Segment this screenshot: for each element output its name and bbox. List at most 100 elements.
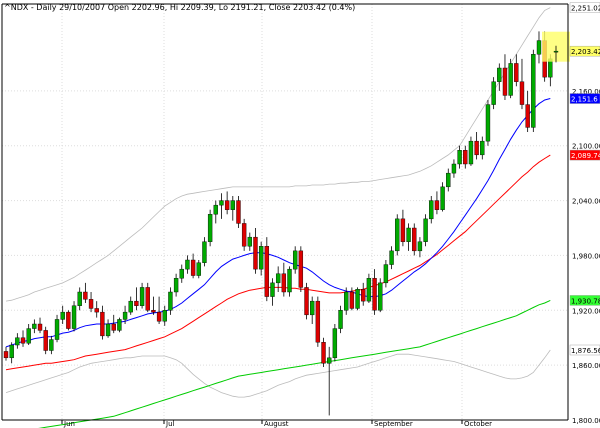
candle-body — [372, 278, 377, 311]
candle — [219, 193, 224, 219]
candle-body — [224, 200, 230, 210]
candle-body — [207, 214, 213, 242]
candle — [117, 317, 122, 333]
candle-body — [349, 291, 355, 309]
candle-body — [162, 310, 167, 322]
candle — [349, 287, 355, 311]
candle — [49, 335, 54, 355]
candle-body — [292, 250, 298, 270]
candle — [83, 282, 88, 303]
ma-slow-line — [38, 299, 551, 428]
candle-body — [270, 282, 275, 297]
candle — [292, 246, 298, 274]
candle — [270, 278, 275, 306]
candle-body — [423, 218, 428, 242]
candle-body — [457, 150, 462, 165]
candle — [298, 246, 304, 292]
candle — [434, 191, 440, 215]
candle — [287, 266, 292, 297]
candle — [491, 77, 496, 110]
candle-body — [247, 236, 252, 247]
candle-body — [525, 104, 530, 128]
candle — [77, 287, 82, 311]
candle — [412, 223, 417, 256]
candle-body — [355, 289, 360, 309]
y-tick-label: 1,980.00 — [572, 252, 600, 260]
candle — [66, 310, 71, 331]
candle — [253, 228, 258, 274]
price-badge-box — [569, 149, 600, 161]
price-badge: 1,930.78 — [569, 295, 600, 306]
candle — [213, 200, 218, 224]
candle-body — [497, 67, 502, 82]
candle — [423, 214, 428, 247]
candle-body — [395, 218, 400, 252]
candle — [463, 145, 468, 169]
candle-body — [83, 291, 88, 300]
y-tick-label: 1,800.00 — [572, 417, 600, 425]
y-tick-label: 2,100.00 — [572, 143, 600, 151]
candle-body — [451, 163, 457, 174]
band-upper-line — [5, 7, 551, 302]
candle — [60, 305, 65, 324]
candle-body — [446, 172, 451, 188]
candle-body — [310, 300, 315, 316]
candle — [446, 168, 451, 192]
candle-body — [230, 200, 235, 210]
candle-body — [66, 311, 71, 329]
candle-body — [139, 287, 145, 306]
candle — [480, 136, 485, 160]
candle — [531, 49, 536, 132]
candle — [88, 292, 94, 313]
candle — [128, 296, 133, 315]
candle — [372, 269, 377, 315]
price-badge-box — [569, 344, 600, 356]
candle — [355, 287, 360, 311]
candle-body — [281, 273, 287, 293]
price-badge-label: 1,930.78 — [571, 297, 600, 305]
candle — [536, 31, 542, 64]
candle — [196, 260, 201, 279]
price-badge-label: 1,876.56 — [571, 347, 600, 355]
candle — [389, 246, 394, 270]
candle-body — [49, 339, 54, 351]
candle — [258, 241, 264, 276]
candle-body — [389, 250, 394, 265]
candle — [37, 317, 43, 334]
candle — [468, 136, 474, 166]
candle-body — [202, 241, 207, 263]
candle — [54, 314, 60, 343]
band-lower-line — [5, 349, 551, 398]
candle-body — [15, 337, 20, 346]
candle-body — [236, 200, 241, 224]
candle — [151, 296, 156, 315]
candle-body — [304, 287, 309, 316]
candle-body — [122, 311, 128, 320]
price-badge-label: 2,251.02 — [571, 5, 600, 13]
candle — [502, 54, 508, 100]
candle-body — [519, 81, 525, 105]
candle-body — [434, 200, 440, 210]
candle-body — [253, 236, 258, 270]
candle — [100, 305, 105, 340]
candle-body — [43, 330, 48, 351]
candle — [264, 237, 270, 302]
price-badge: 2,151.6 — [569, 93, 600, 104]
candle — [315, 296, 321, 347]
candle-body — [3, 351, 9, 359]
candle-body — [429, 200, 434, 220]
candle-body — [156, 311, 162, 322]
candle — [344, 287, 349, 315]
candle — [9, 342, 14, 364]
candle — [236, 196, 241, 228]
candle — [185, 255, 190, 274]
candles — [3, 31, 570, 416]
axes: 1,800.00 1,860.00 1,920.00 1,980.00 2,040.00… — [1, 3, 600, 428]
candle — [310, 296, 315, 324]
candle-body — [502, 67, 508, 96]
candle — [207, 209, 213, 247]
candle — [514, 54, 519, 87]
candle-body — [264, 246, 270, 297]
candle — [168, 287, 173, 315]
price-badge-box — [569, 45, 600, 57]
